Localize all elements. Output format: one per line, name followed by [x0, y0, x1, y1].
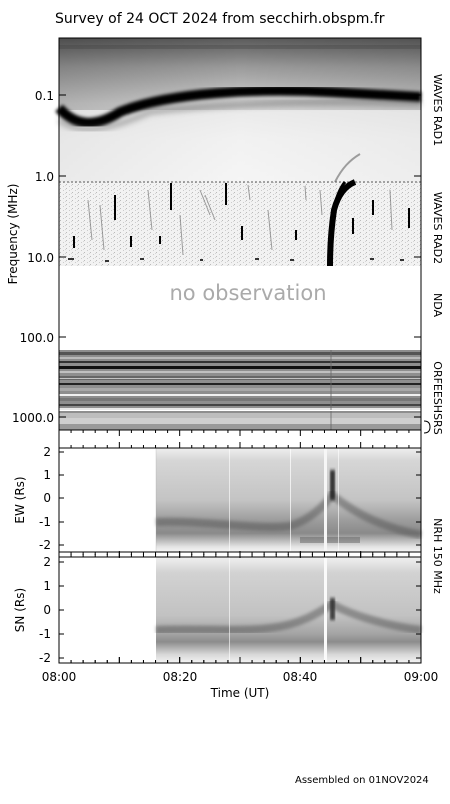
nda-empty: [59, 266, 421, 350]
label-orfees-hsrs: ORFEESHSRS: [431, 361, 444, 434]
nrh-sn-panel: [58, 556, 422, 664]
time-strip: [58, 429, 422, 449]
ew-ytick-1: 1: [43, 468, 51, 482]
sn-ytick-2: 2: [43, 555, 51, 569]
nrh-sn-image: [155, 557, 422, 663]
ytick-100.0: 100.0: [20, 331, 54, 345]
label-rad2: WAVES RAD2: [431, 192, 444, 264]
hsrs-bracket: [423, 420, 431, 434]
nrh-ew-image: [155, 447, 422, 553]
rad2-image: [59, 179, 421, 267]
ew-ytick-m2: -2: [39, 538, 51, 552]
sn-ytick-m2: -2: [39, 651, 51, 665]
figure-title: Survey of 24 OCT 2024 from secchirh.obsp…: [55, 11, 385, 27]
spectrum-y-axis: [59, 94, 421, 418]
orfees-image: [59, 350, 421, 430]
xtick-0820: 08:20: [163, 670, 198, 684]
x-axis-label: Time (UT): [210, 686, 270, 700]
xtick-0800: 08:00: [42, 670, 77, 684]
ew-ytick-2: 2: [43, 445, 51, 459]
spectrum-ylabel: Frequency (MHz): [6, 184, 20, 285]
label-nda: NDA: [431, 293, 444, 318]
nrh-y-axes: [59, 451, 421, 659]
sn-ytick-1: 1: [43, 579, 51, 593]
label-nrh: NRH 150 MHz: [431, 518, 444, 594]
ytick-10.0: 10.0: [27, 251, 54, 265]
ew-ytick-m1: -1: [39, 515, 51, 529]
nrh-ew-panel: [58, 447, 422, 553]
assembled-footer: Assembled on 01NOV2024: [295, 775, 429, 786]
rad1-image: [55, 38, 422, 183]
xtick-0840: 08:40: [283, 670, 318, 684]
ew-ylabel: EW (Rs): [13, 476, 27, 523]
ew-ytick-0: 0: [43, 491, 51, 505]
sn-ytick-0: 0: [43, 603, 51, 617]
xtick-0900: 09:00: [404, 670, 439, 684]
ytick-1000.0: 1000.0: [12, 411, 54, 425]
sn-ylabel: SN (Rs): [13, 588, 27, 632]
time-minor-ticks: [58, 429, 422, 663]
label-rad1: WAVES RAD1: [431, 74, 444, 146]
ytick-1.0: 1.0: [35, 170, 54, 184]
ytick-0.1: 0.1: [35, 89, 54, 103]
sn-ytick-m1: -1: [39, 627, 51, 641]
spectrum-panel: no observation: [55, 37, 422, 431]
no-observation-label: no observation: [169, 281, 326, 305]
